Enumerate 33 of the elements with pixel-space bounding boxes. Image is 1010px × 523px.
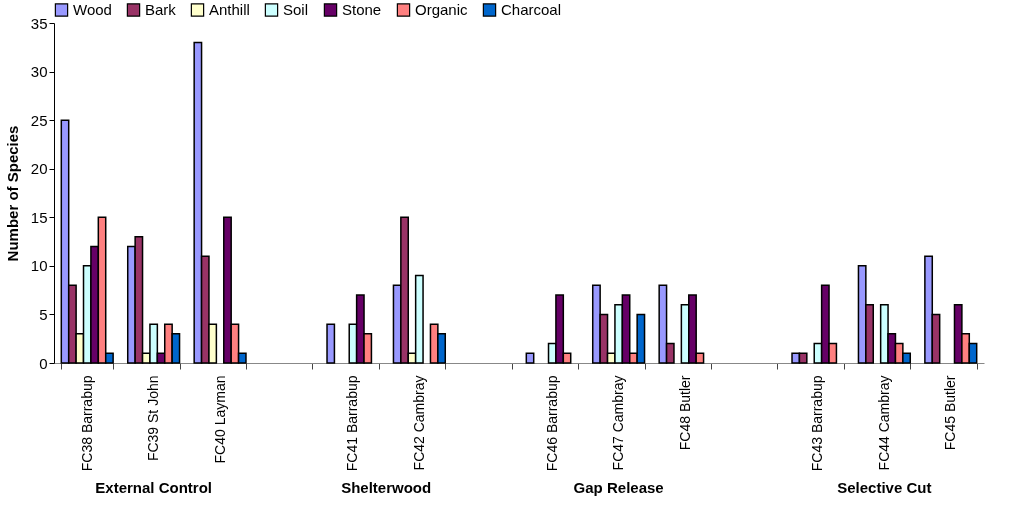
y-tick-label: 5 [39, 305, 48, 323]
y-tick-label: 25 [30, 111, 48, 129]
bar [326, 323, 336, 364]
y-tick-label: 10 [30, 257, 48, 275]
x-tick-label: FC44 Cambray [875, 375, 892, 471]
text: Shelterwood [341, 479, 432, 496]
x-tick-label: FC42 Cambray [410, 375, 427, 471]
y-axis-title: Number of Species [3, 125, 21, 262]
legend-label: Bark [145, 0, 177, 18]
text: Selective Cut [837, 479, 932, 496]
bar [525, 352, 535, 364]
y-tick-label: 0 [39, 354, 48, 372]
x-tick-label: FC46 Barrabup [543, 375, 560, 472]
y-tick-label: 20 [30, 160, 48, 178]
y-tick-label: 35 [30, 14, 48, 32]
legend-label: Soil [283, 0, 309, 18]
legend-label: Charcoal [501, 0, 562, 18]
text: External Control [95, 479, 212, 496]
x-tick-label: FC40 Layman [211, 375, 228, 464]
y-tick-label: 15 [30, 208, 48, 226]
x-tick-label: FC45 Butler [942, 375, 959, 451]
x-tick-label: FC43 Barrabup [809, 375, 826, 472]
legend-label: Stone [342, 0, 382, 18]
x-tick-label: FC38 Barrabup [78, 375, 95, 472]
text: Gap Release [573, 479, 664, 496]
x-tick-label: FC39 St John [145, 375, 162, 462]
legend-label: Wood [73, 0, 112, 18]
legend-label: Anthill [209, 0, 250, 18]
legend-label: Organic [415, 0, 469, 18]
y-tick-label: 30 [30, 63, 48, 81]
x-tick-label: FC47 Cambray [610, 375, 627, 471]
x-tick-label: FC48 Butler [676, 375, 693, 451]
x-tick-label: FC41 Barrabup [344, 375, 361, 472]
